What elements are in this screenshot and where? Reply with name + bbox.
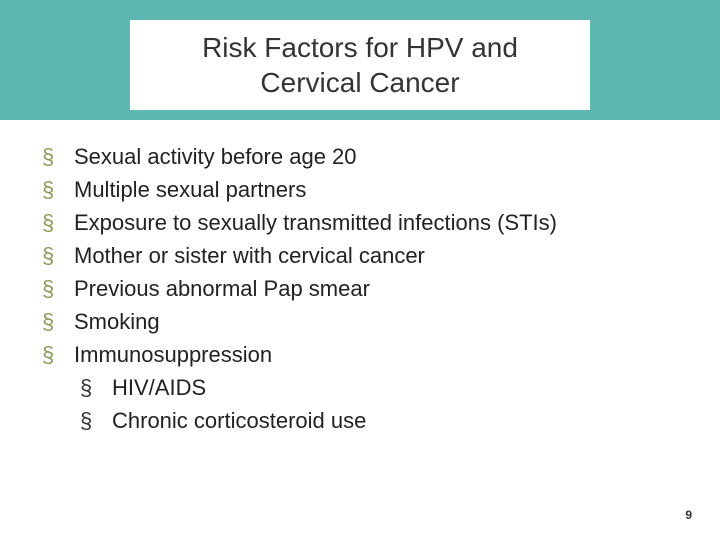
list-item: Exposure to sexually transmitted infecti… bbox=[42, 206, 682, 239]
bullet-list: Sexual activity before age 20 Multiple s… bbox=[42, 140, 682, 437]
bullet-text: Mother or sister with cervical cancer bbox=[74, 243, 425, 268]
bullet-text: Immunosuppression bbox=[74, 342, 272, 367]
title-box: Risk Factors for HPV and Cervical Cancer bbox=[130, 20, 590, 110]
slide-title: Risk Factors for HPV and Cervical Cancer bbox=[202, 30, 518, 100]
bullet-text: Previous abnormal Pap smear bbox=[74, 276, 370, 301]
title-line-2: Cervical Cancer bbox=[260, 67, 459, 98]
list-item: Previous abnormal Pap smear bbox=[42, 272, 682, 305]
list-item: Chronic corticosteroid use bbox=[80, 404, 682, 437]
bullet-text: Exposure to sexually transmitted infecti… bbox=[74, 210, 557, 235]
bullet-text: Chronic corticosteroid use bbox=[112, 408, 366, 433]
sub-bullet-list: HIV/AIDS Chronic corticosteroid use bbox=[80, 371, 682, 437]
list-item: Smoking bbox=[42, 305, 682, 338]
content-area: Sexual activity before age 20 Multiple s… bbox=[42, 140, 682, 437]
page-number: 9 bbox=[685, 508, 692, 522]
bullet-text: Smoking bbox=[74, 309, 160, 334]
list-item: Immunosuppression HIV/AIDS Chronic corti… bbox=[42, 338, 682, 437]
bullet-text: Sexual activity before age 20 bbox=[74, 144, 357, 169]
list-item: Sexual activity before age 20 bbox=[42, 140, 682, 173]
list-item: Mother or sister with cervical cancer bbox=[42, 239, 682, 272]
bullet-text: HIV/AIDS bbox=[112, 375, 206, 400]
bullet-text: Multiple sexual partners bbox=[74, 177, 306, 202]
title-line-1: Risk Factors for HPV and bbox=[202, 32, 518, 63]
list-item: Multiple sexual partners bbox=[42, 173, 682, 206]
list-item: HIV/AIDS bbox=[80, 371, 682, 404]
